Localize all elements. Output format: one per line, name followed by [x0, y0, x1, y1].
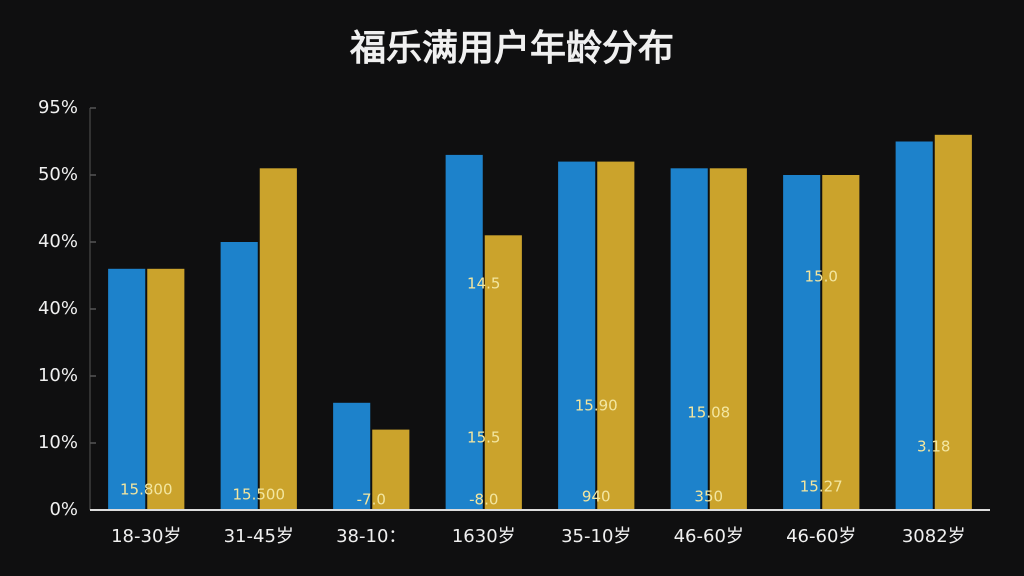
- x-tick-label: 31-45岁: [224, 526, 294, 547]
- bar: [484, 235, 522, 511]
- y-tick-label: 40%: [38, 231, 78, 252]
- annotation: -7.0: [357, 491, 386, 509]
- annotation: 15.27: [800, 478, 843, 496]
- x-tick-label: 46-60岁: [786, 526, 856, 547]
- y-tick-label: 95%: [38, 97, 78, 118]
- y-tick-label: 10%: [38, 432, 78, 453]
- y-tick-label: 10%: [38, 365, 78, 386]
- annotation: 940: [582, 488, 611, 506]
- bar: [333, 402, 371, 510]
- annotation: 3.18: [917, 438, 950, 456]
- bar: [372, 429, 410, 510]
- x-tick-label: 18-30岁: [111, 526, 181, 547]
- annotation: -8.0: [469, 491, 498, 509]
- y-tick-label: 40%: [38, 298, 78, 319]
- bar: [220, 242, 258, 510]
- x-tick-label: 35-10岁: [561, 526, 631, 547]
- y-tick-label: 50%: [38, 164, 78, 185]
- annotation: 15.08: [687, 404, 730, 422]
- annotation: 15.90: [575, 397, 618, 415]
- annotation: 15.5: [467, 429, 500, 447]
- bar: [597, 161, 635, 510]
- x-tick-label: 1630岁: [452, 526, 516, 547]
- chart-title: 福乐满用户年龄分布: [349, 28, 674, 69]
- annotation: 15.500: [233, 486, 286, 504]
- annotation: 350: [694, 488, 723, 506]
- bar: [259, 168, 297, 511]
- annotation: 15.800: [120, 481, 173, 499]
- bar: [822, 175, 860, 510]
- bar: [147, 268, 185, 510]
- bar: [558, 161, 596, 510]
- y-tick-label: 0%: [49, 499, 78, 520]
- bar: [670, 168, 708, 511]
- bar: [934, 134, 972, 511]
- bar: [783, 175, 821, 510]
- bar: [709, 168, 747, 511]
- annotation: 14.5: [467, 275, 500, 293]
- bar: [445, 154, 483, 510]
- bar: [108, 268, 146, 510]
- annotation: 15.0: [805, 268, 838, 286]
- x-tick-label: 46-60岁: [674, 526, 744, 547]
- x-tick-label: 3082岁: [902, 526, 966, 547]
- x-tick-label: 38-10：: [336, 526, 406, 547]
- bar: [895, 141, 933, 510]
